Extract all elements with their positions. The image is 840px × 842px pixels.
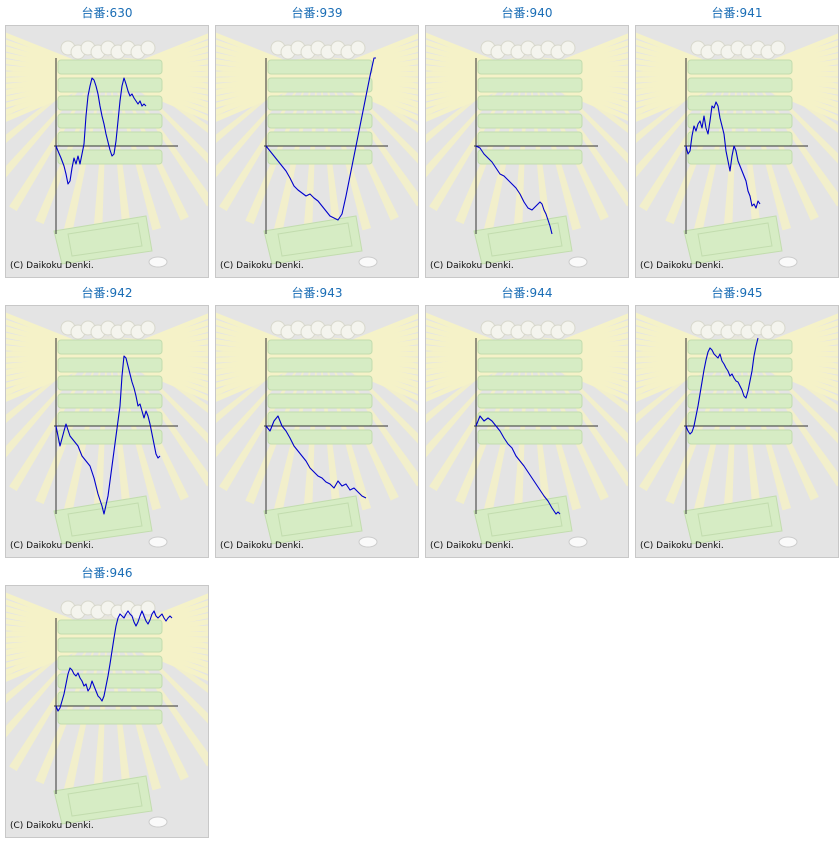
slump-line xyxy=(55,355,161,515)
machine-card: 台番:943 (C) Daikoku Denki. xyxy=(215,283,419,558)
slump-graph[interactable]: (C) Daikoku Denki. xyxy=(5,305,209,558)
graph-canvas xyxy=(6,312,208,548)
machine-number-link[interactable]: 台番:939 xyxy=(291,6,343,20)
machine-number-link[interactable]: 台番:942 xyxy=(81,286,133,300)
graph-canvas xyxy=(216,32,418,268)
machine-number-link[interactable]: 台番:940 xyxy=(501,6,553,20)
copyright-text: (C) Daikoku Denki. xyxy=(220,541,304,551)
slump-graph[interactable]: (C) Daikoku Denki. xyxy=(425,25,629,278)
machine-number-link[interactable]: 台番:943 xyxy=(291,286,343,300)
slump-line xyxy=(685,337,759,435)
machine-card: 台番:630 (C) Daikoku Denki. xyxy=(5,3,209,278)
machine-card: 台番:944 (C) Daikoku Denki. xyxy=(425,283,629,558)
machine-card: 台番:942 (C) Daikoku Denki. xyxy=(5,283,209,558)
copyright-text: (C) Daikoku Denki. xyxy=(430,261,514,271)
slump-graph[interactable]: (C) Daikoku Denki. xyxy=(635,305,839,558)
copyright-text: (C) Daikoku Denki. xyxy=(430,541,514,551)
machine-number-link[interactable]: 台番:946 xyxy=(81,566,133,580)
copyright-text: (C) Daikoku Denki. xyxy=(10,541,94,551)
slump-graph[interactable]: (C) Daikoku Denki. xyxy=(425,305,629,558)
graph-canvas xyxy=(6,32,208,268)
machine-number-link[interactable]: 台番:944 xyxy=(501,286,553,300)
machine-number-link[interactable]: 台番:941 xyxy=(711,6,763,20)
machine-card: 台番:939 (C) Daikoku Denki. xyxy=(215,3,419,278)
copyright-text: (C) Daikoku Denki. xyxy=(220,261,304,271)
slump-line xyxy=(475,145,553,235)
slump-line xyxy=(265,57,376,221)
slump-line xyxy=(265,415,367,499)
machine-card: 台番:940 (C) Daikoku Denki. xyxy=(425,3,629,278)
machine-card: 台番:946 (C) Daikoku Denki. xyxy=(5,563,209,838)
slump-line xyxy=(685,101,761,209)
slump-graph[interactable]: (C) Daikoku Denki. xyxy=(5,585,209,838)
machine-card: 台番:945 (C) Daikoku Denki. xyxy=(635,283,839,558)
background-illustration xyxy=(426,312,628,548)
slump-graph[interactable]: (C) Daikoku Denki. xyxy=(635,25,839,278)
slump-line xyxy=(475,415,561,515)
graph-canvas xyxy=(216,312,418,548)
graph-canvas xyxy=(426,312,628,548)
copyright-text: (C) Daikoku Denki. xyxy=(640,541,724,551)
background-illustration xyxy=(6,312,208,548)
graph-canvas xyxy=(6,592,208,828)
slump-graph[interactable]: (C) Daikoku Denki. xyxy=(215,25,419,278)
copyright-text: (C) Daikoku Denki. xyxy=(640,261,724,271)
machine-card: 台番:941 (C) Daikoku Denki. xyxy=(635,3,839,278)
copyright-text: (C) Daikoku Denki. xyxy=(10,261,94,271)
graph-canvas xyxy=(426,32,628,268)
machine-number-link[interactable]: 台番:945 xyxy=(711,286,763,300)
graph-canvas xyxy=(636,32,838,268)
machine-number-link[interactable]: 台番:630 xyxy=(81,6,133,20)
background-illustration xyxy=(216,312,418,548)
background-illustration xyxy=(216,32,418,268)
graph-canvas xyxy=(636,312,838,548)
slump-graph[interactable]: (C) Daikoku Denki. xyxy=(5,25,209,278)
slump-graph[interactable]: (C) Daikoku Denki. xyxy=(215,305,419,558)
slump-line xyxy=(55,610,173,712)
copyright-text: (C) Daikoku Denki. xyxy=(10,821,94,831)
slump-line xyxy=(55,77,147,185)
